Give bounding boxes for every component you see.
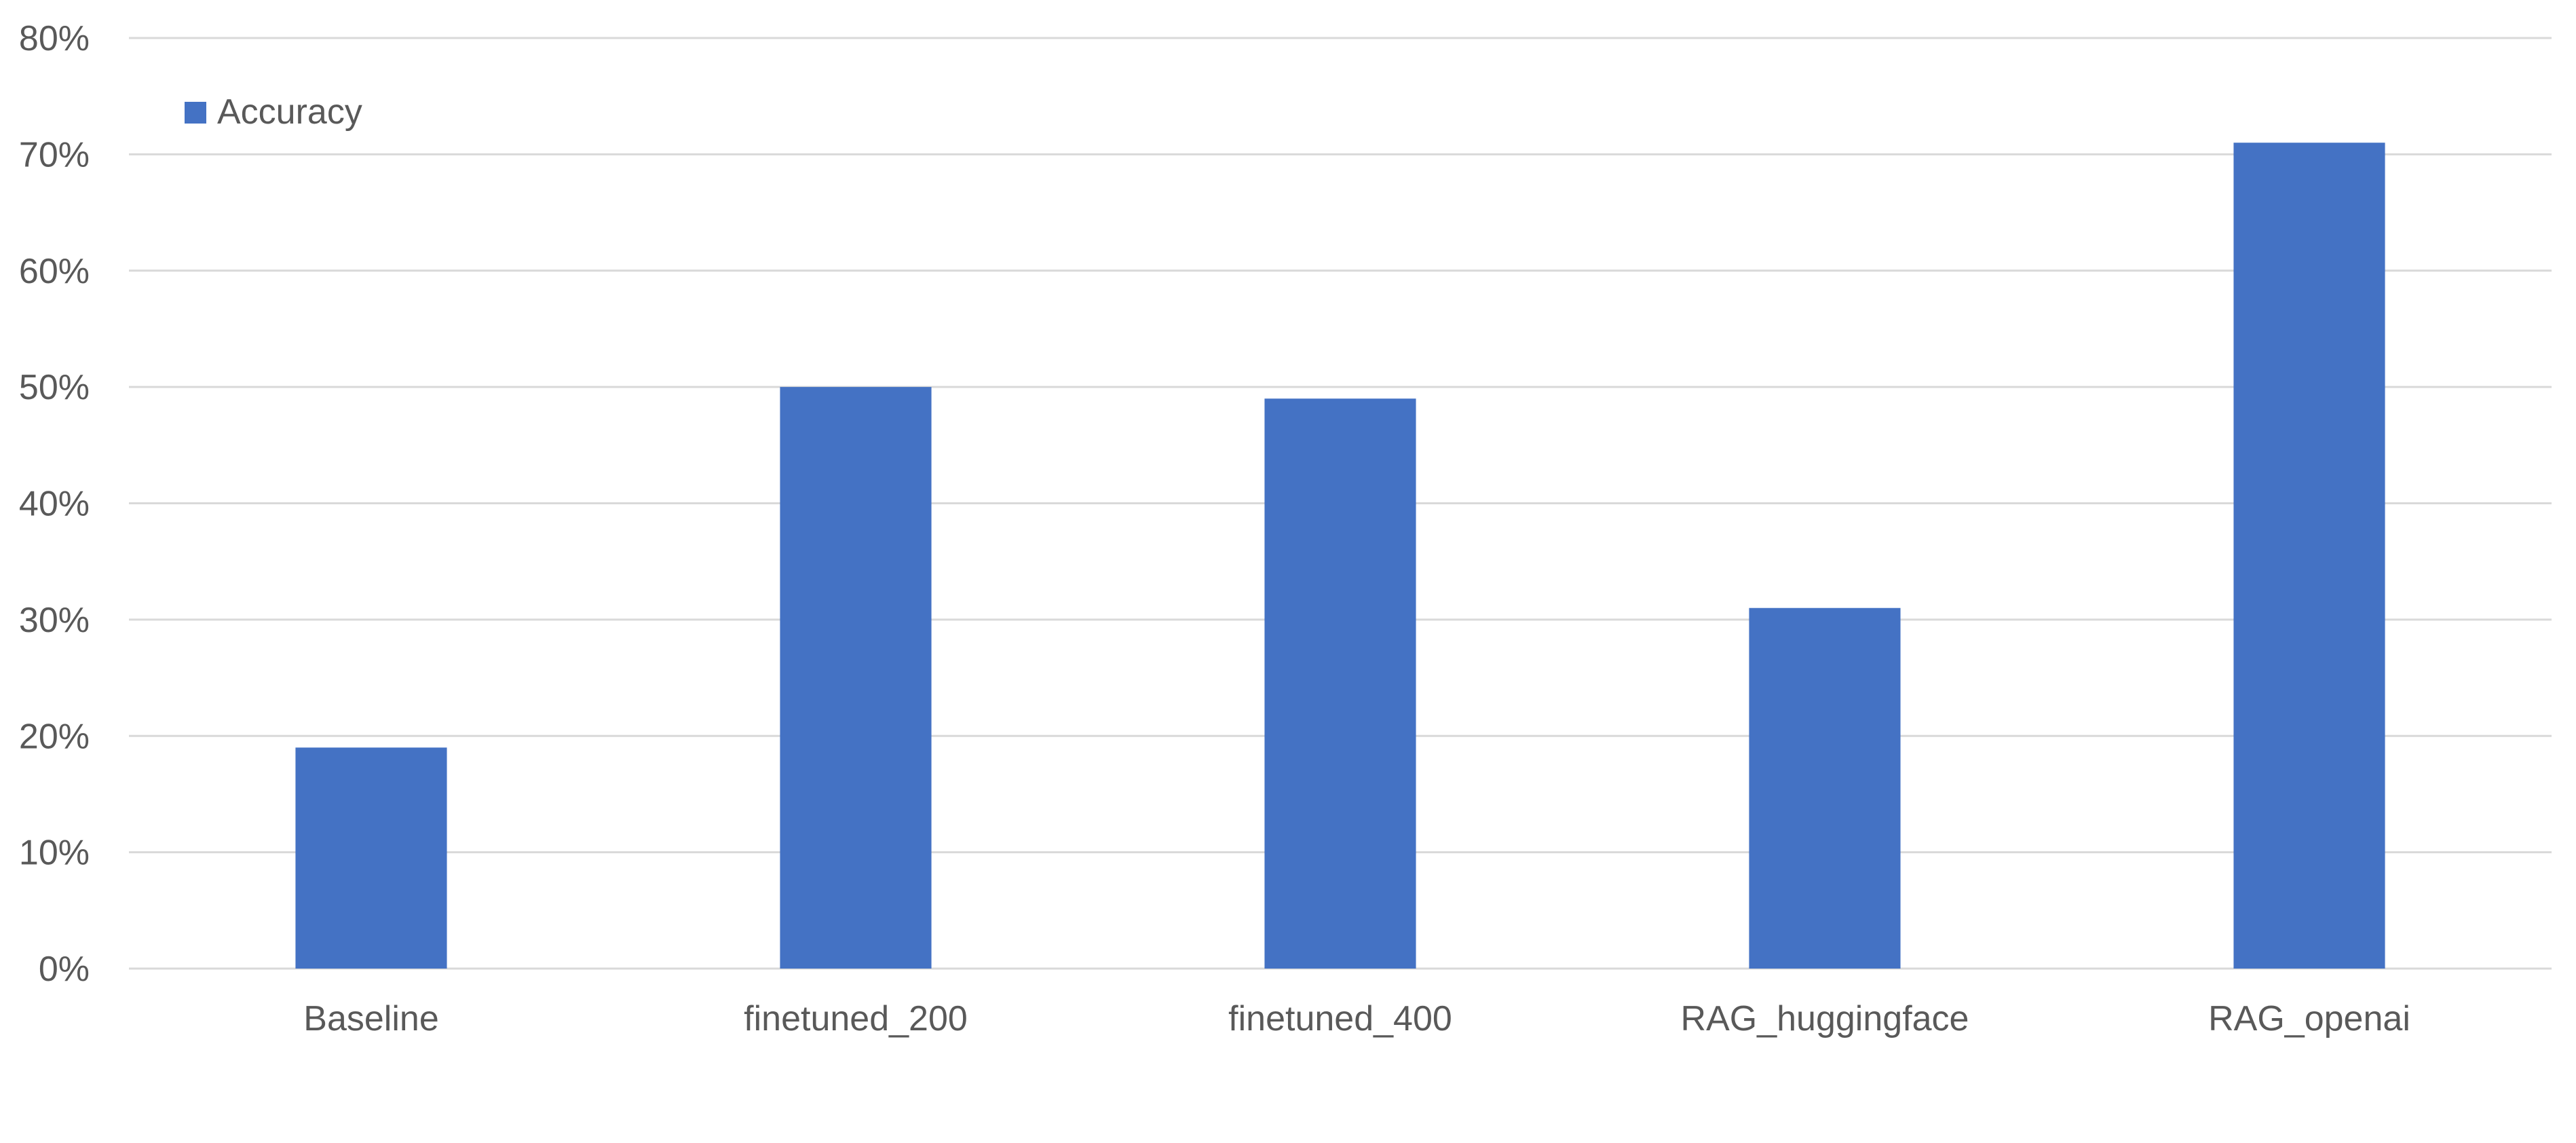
x-tick-label-Baseline: Baseline — [303, 999, 438, 1038]
bar-Baseline — [295, 747, 447, 969]
x-tick-label-finetuned_400: finetuned_400 — [1228, 999, 1452, 1038]
legend: Accuracy — [185, 92, 362, 132]
x-tick-label-RAG_openai: RAG_openai — [2208, 999, 2410, 1038]
y-tick-label-80: 80% — [19, 19, 90, 58]
y-tick-label-60: 60% — [19, 252, 90, 291]
bar-finetuned_400 — [1264, 398, 1416, 969]
y-tick-label-40: 40% — [19, 485, 90, 524]
legend-label-accuracy: Accuracy — [217, 92, 362, 132]
y-tick-label-20: 20% — [19, 717, 90, 756]
bar-RAG_openai — [2233, 143, 2385, 969]
y-tick-label-50: 50% — [19, 368, 90, 407]
legend-swatch-accuracy — [185, 102, 206, 124]
y-tick-label-70: 70% — [19, 135, 90, 174]
x-tick-label-finetuned_200: finetuned_200 — [744, 999, 968, 1038]
x-tick-label-RAG_huggingface: RAG_huggingface — [1681, 999, 1969, 1038]
bars — [295, 143, 2385, 969]
bar-RAG_huggingface — [1749, 607, 1901, 969]
y-tick-label-0: 0% — [39, 950, 90, 989]
y-tick-label-30: 30% — [19, 601, 90, 640]
x-axis-tick-labels: Baseline finetuned_200 finetuned_400 RAG_hu… — [303, 999, 2410, 1038]
y-axis-tick-labels: 0% 10% 20% 30% 40% 50% 60% 70% 80% — [19, 19, 90, 989]
bar-finetuned_200 — [780, 387, 932, 969]
y-tick-label-10: 10% — [19, 833, 90, 873]
